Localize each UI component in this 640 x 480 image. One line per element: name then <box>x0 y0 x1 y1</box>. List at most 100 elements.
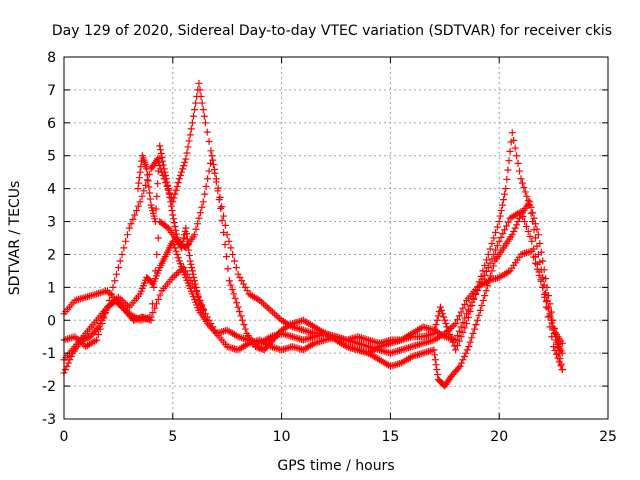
y-tick-label: 3 <box>47 215 56 231</box>
data-point <box>162 171 170 179</box>
data-point <box>469 329 477 337</box>
data-point <box>461 300 469 308</box>
data-point <box>536 239 544 247</box>
data-point <box>452 346 460 354</box>
plot-frame <box>63 56 609 420</box>
data-point <box>485 277 493 285</box>
data-point <box>466 302 474 310</box>
data-point <box>173 234 181 242</box>
data-point <box>179 237 187 245</box>
data-point <box>122 237 130 245</box>
data-point <box>540 266 548 274</box>
data-point <box>149 309 157 317</box>
data-point <box>154 234 162 242</box>
data-point <box>168 207 176 215</box>
data-point <box>459 356 467 364</box>
data-point <box>190 273 198 281</box>
data-point <box>546 300 554 308</box>
data-point <box>205 137 213 145</box>
y-tick-label: 6 <box>47 116 56 132</box>
data-point <box>197 92 205 100</box>
data-point <box>188 264 196 272</box>
data-point <box>174 179 182 187</box>
data-point <box>434 312 442 320</box>
data-point <box>142 181 150 189</box>
data-point <box>200 112 208 120</box>
data-point <box>483 256 491 264</box>
data-point <box>438 306 446 314</box>
data-point <box>147 316 155 324</box>
data-point <box>164 185 172 193</box>
data-point <box>486 245 494 253</box>
data-point <box>191 106 199 114</box>
data-point <box>185 252 193 260</box>
data-point <box>171 190 179 198</box>
data-point <box>180 162 188 170</box>
data-point <box>193 287 201 295</box>
data-point <box>150 283 158 291</box>
data-point <box>196 86 204 94</box>
data-point <box>477 279 485 287</box>
data-point <box>535 268 543 276</box>
data-point <box>208 152 216 160</box>
data-point <box>151 304 159 312</box>
y-tick-label: 8 <box>47 50 56 66</box>
data-point <box>167 202 175 210</box>
data-point <box>212 178 220 186</box>
data-point <box>193 220 201 228</box>
data-point <box>455 337 463 345</box>
data-point <box>180 234 188 242</box>
data-point <box>541 290 549 298</box>
data-point <box>156 291 164 299</box>
data-point <box>129 215 137 223</box>
data-point <box>462 349 470 357</box>
data-point <box>453 316 461 324</box>
data-point <box>187 260 195 268</box>
data-point <box>484 282 492 290</box>
data-point <box>116 257 124 265</box>
data-point <box>114 264 122 272</box>
data-point <box>164 181 172 189</box>
data-point <box>207 147 215 155</box>
data-point <box>534 231 542 239</box>
data-point <box>94 331 102 339</box>
data-point <box>530 214 538 222</box>
data-point <box>524 227 532 235</box>
y-tick-label: 5 <box>47 149 56 165</box>
data-point <box>440 313 448 321</box>
data-point <box>199 305 207 313</box>
data-point <box>481 271 489 279</box>
data-point <box>519 213 527 221</box>
data-point <box>473 316 481 324</box>
data-point <box>195 79 203 87</box>
data-point <box>522 222 530 230</box>
data-point <box>431 356 439 364</box>
data-point <box>170 215 178 223</box>
data-point <box>227 244 235 252</box>
data-point <box>518 179 526 187</box>
data-point <box>228 286 236 294</box>
data-point <box>182 224 190 232</box>
data-point <box>181 158 189 166</box>
data-point <box>196 300 204 308</box>
data-point <box>182 155 190 163</box>
data-point <box>191 277 199 285</box>
data-point <box>136 198 144 206</box>
data-point <box>443 323 451 331</box>
data-point <box>502 185 510 193</box>
data-point <box>218 203 226 211</box>
data-point <box>171 222 179 230</box>
data-point <box>537 276 545 284</box>
data-point <box>526 198 534 206</box>
data-point <box>222 253 230 261</box>
data-point <box>531 253 539 261</box>
data-point <box>472 290 480 298</box>
data-point <box>432 321 440 329</box>
data-point <box>174 236 182 244</box>
data-point <box>174 254 182 262</box>
data-point <box>153 192 161 200</box>
data-point <box>225 237 233 245</box>
data-point <box>146 195 154 203</box>
data-point <box>501 226 509 234</box>
data-point <box>236 307 244 315</box>
